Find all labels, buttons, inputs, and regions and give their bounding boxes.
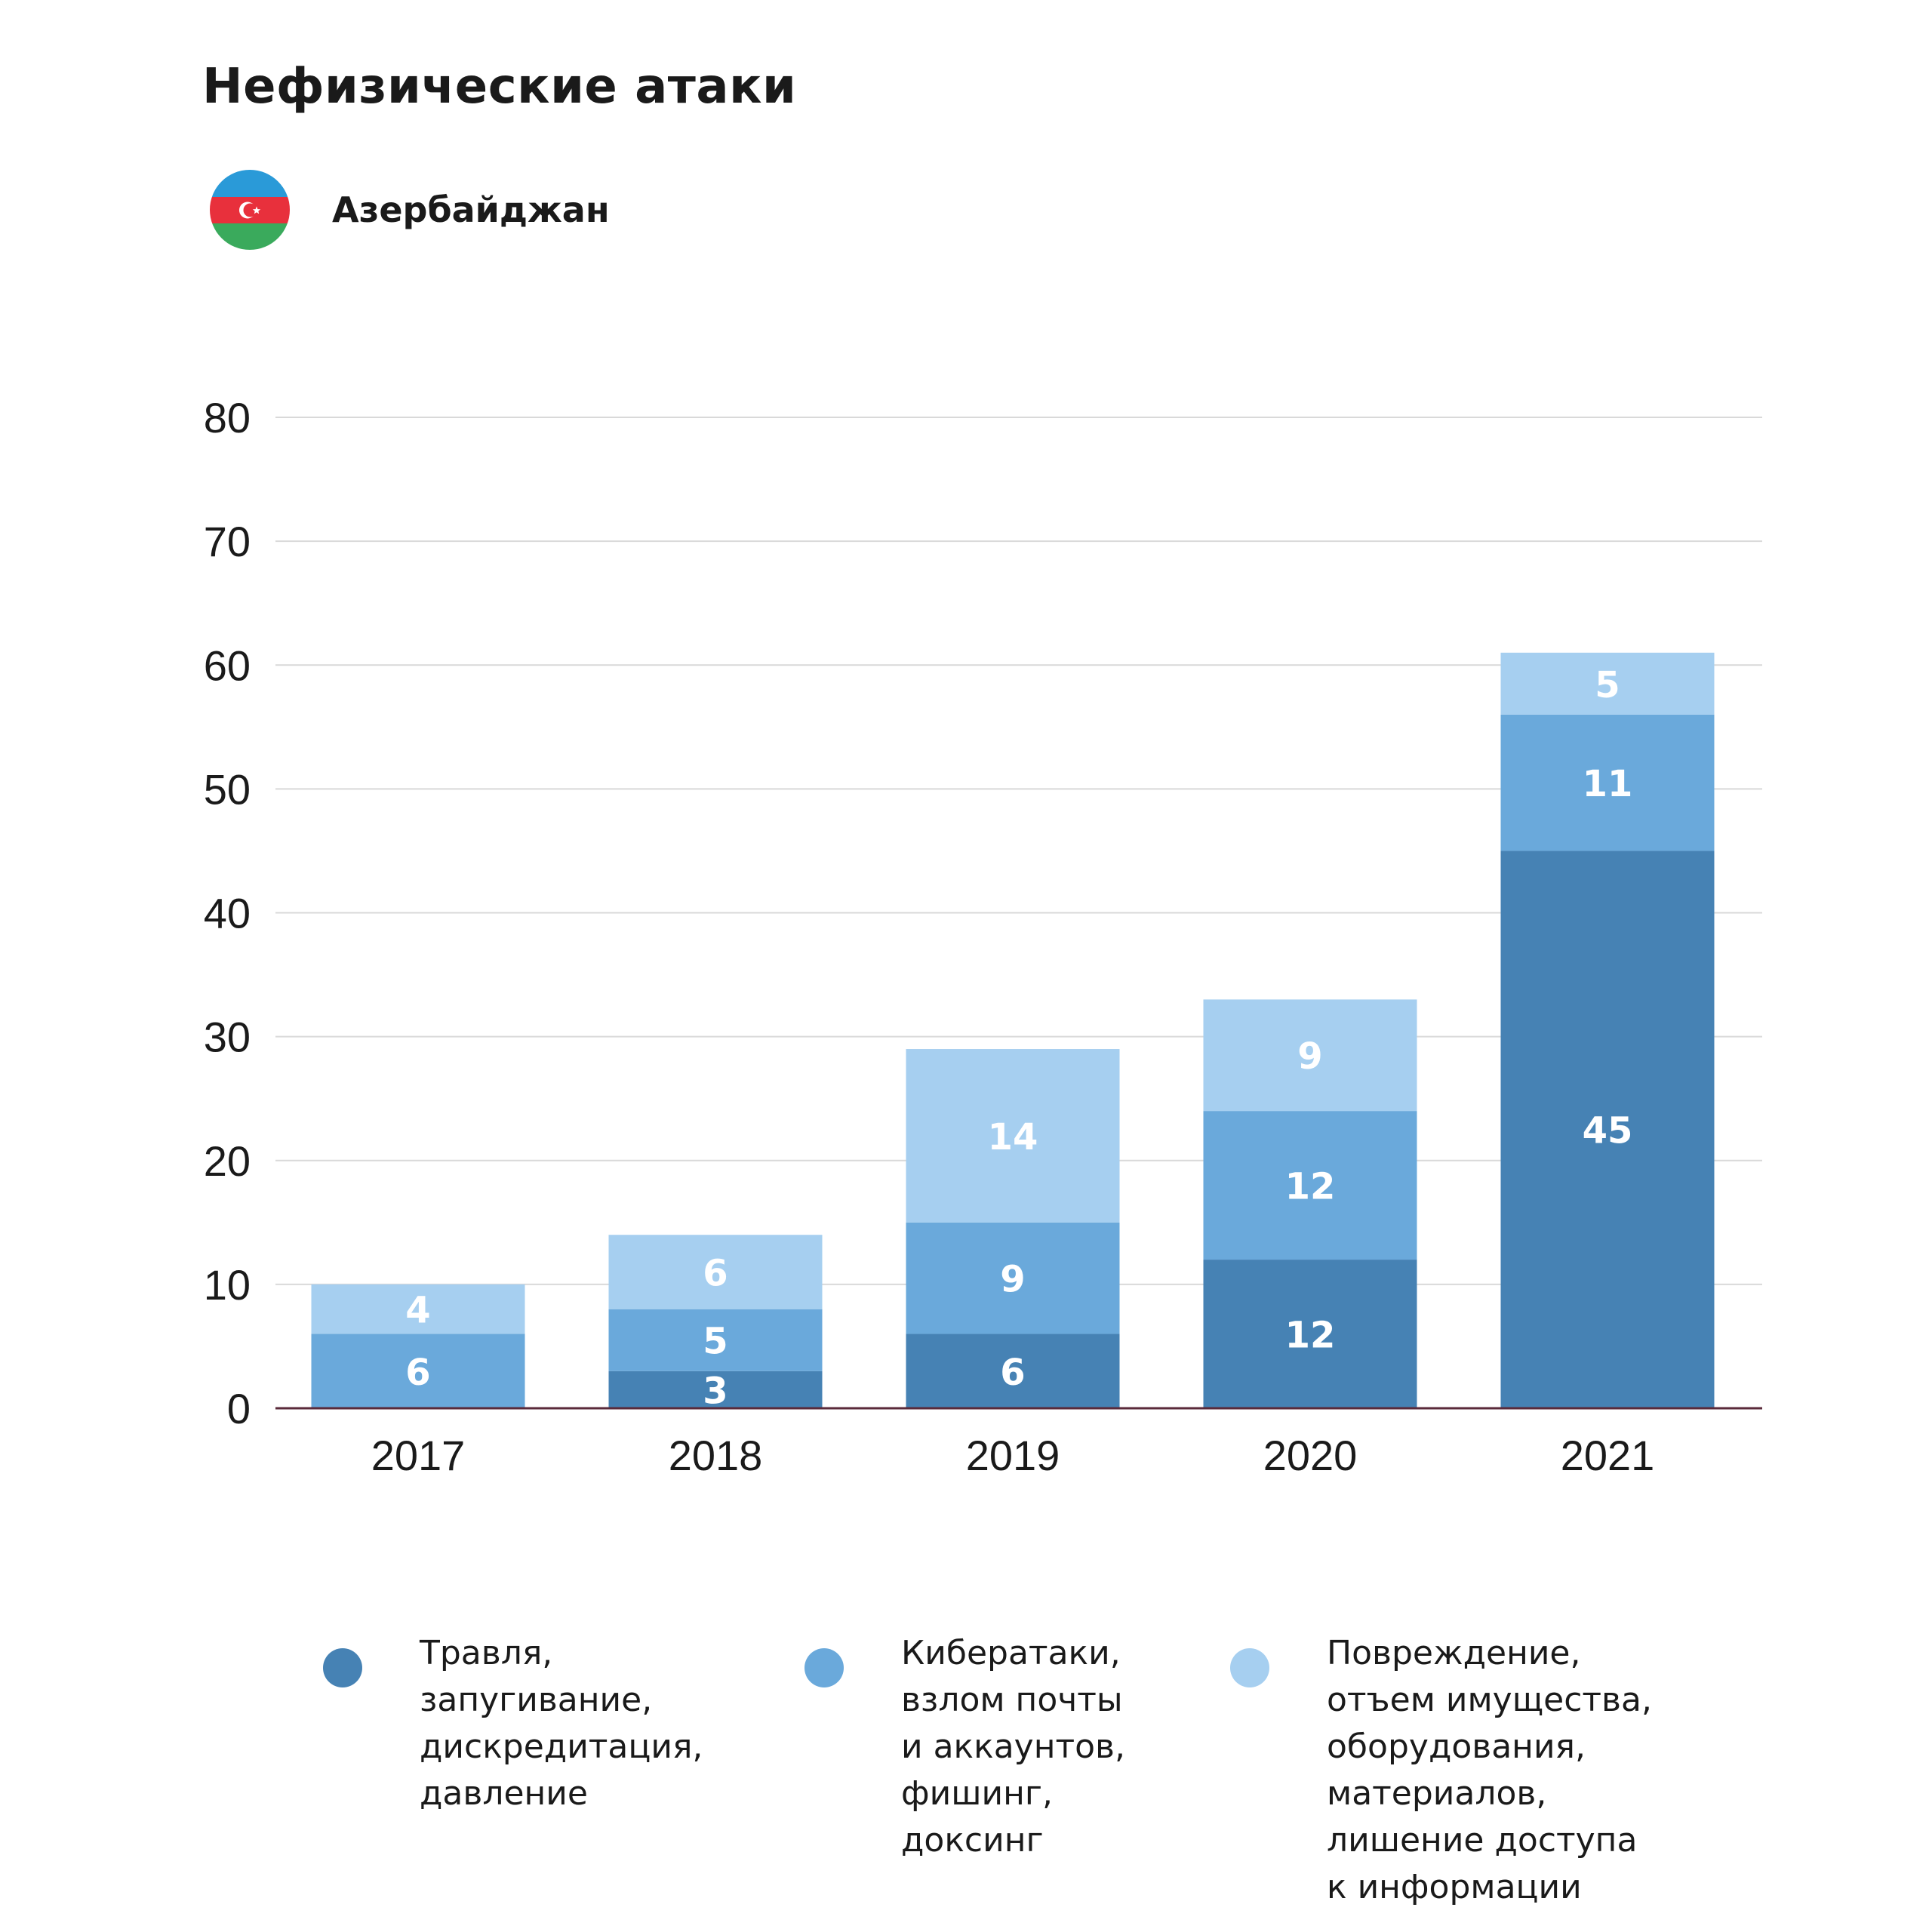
bar-segment — [906, 1222, 1120, 1334]
bar-segment — [608, 1371, 823, 1408]
legend-item-property-damage: Повреждение, отъем имущества, оборудован… — [1230, 1630, 1652, 1911]
bar-segment — [1203, 1260, 1417, 1408]
bar-value-label: 5 — [1595, 664, 1620, 706]
bar-segment — [906, 1049, 1120, 1223]
legend-swatch-harassment — [323, 1648, 362, 1687]
legend-label-property-damage: Повреждение, отъем имущества, оборудован… — [1327, 1634, 1652, 1906]
legend-swatch-property-damage — [1230, 1648, 1269, 1687]
bar-value-label: 6 — [1000, 1352, 1025, 1394]
bar-value-label: 5 — [703, 1321, 728, 1363]
y-tick-label: 50 — [204, 765, 251, 813]
y-tick-label: 40 — [204, 890, 251, 937]
y-tick-label: 0 — [227, 1385, 251, 1432]
bar-value-label: 6 — [703, 1252, 728, 1294]
bar-segment — [608, 1309, 823, 1371]
x-tick-label: 2021 — [1561, 1432, 1655, 1479]
bar-segment — [311, 1334, 525, 1408]
x-tick-label: 2018 — [669, 1432, 763, 1479]
y-tick-label: 80 — [204, 394, 251, 441]
chart-legend: Травля, запугивание, дискредитация, давл… — [0, 1630, 1932, 1932]
bar-segment — [1500, 851, 1715, 1408]
country-header: Азербайджан — [210, 170, 610, 250]
bar-value-label: 3 — [703, 1370, 728, 1412]
legend-swatch-cyberattacks — [804, 1648, 844, 1687]
x-tick-label: 2019 — [966, 1432, 1060, 1479]
chart-title: Нефизические атаки — [202, 59, 797, 115]
bar-value-label: 6 — [405, 1352, 430, 1394]
y-tick-label: 30 — [204, 1014, 251, 1061]
x-tick-label: 2017 — [371, 1432, 466, 1479]
legend-item-harassment: Травля, запугивание, дискредитация, давл… — [323, 1630, 703, 1817]
legend-item-cyberattacks: Кибератаки, взлом почты и аккаунтов, фиш… — [804, 1630, 1125, 1864]
bar-value-label: 14 — [988, 1116, 1038, 1158]
y-tick-label: 20 — [204, 1137, 251, 1185]
azerbaijan-flag-icon — [210, 170, 290, 250]
bar-segment — [608, 1235, 823, 1309]
bar-value-label: 12 — [1285, 1166, 1336, 1208]
bar-segment — [1500, 652, 1715, 715]
bar-value-label: 9 — [1297, 1035, 1322, 1078]
y-tick-label: 60 — [204, 641, 251, 689]
bar-value-label: 45 — [1583, 1110, 1633, 1152]
bar-value-label: 12 — [1285, 1315, 1336, 1357]
bar-value-label: 9 — [1000, 1259, 1025, 1301]
legend-label-cyberattacks: Кибератаки, взлом почты и аккаунтов, фиш… — [901, 1634, 1125, 1860]
y-tick-label: 70 — [204, 518, 251, 565]
country-name: Азербайджан — [332, 189, 610, 230]
bar-segment — [1500, 714, 1715, 851]
bar-segment — [311, 1284, 525, 1334]
bar-segment — [1203, 1111, 1417, 1260]
bar-segment — [906, 1334, 1120, 1408]
y-tick-label: 10 — [204, 1261, 251, 1309]
legend-label-harassment: Травля, запугивание, дискредитация, давл… — [420, 1634, 703, 1813]
stacked-bar-chart: 0 10 20 30 40 50 60 70 80 6 4 2017 3 5 6 2018 6 9 14 2019 12… — [204, 394, 1762, 1479]
bar-value-label: 4 — [405, 1290, 430, 1332]
x-tick-label: 2020 — [1263, 1432, 1358, 1479]
bar-value-label: 11 — [1583, 763, 1633, 805]
bar-segment — [1203, 999, 1417, 1112]
